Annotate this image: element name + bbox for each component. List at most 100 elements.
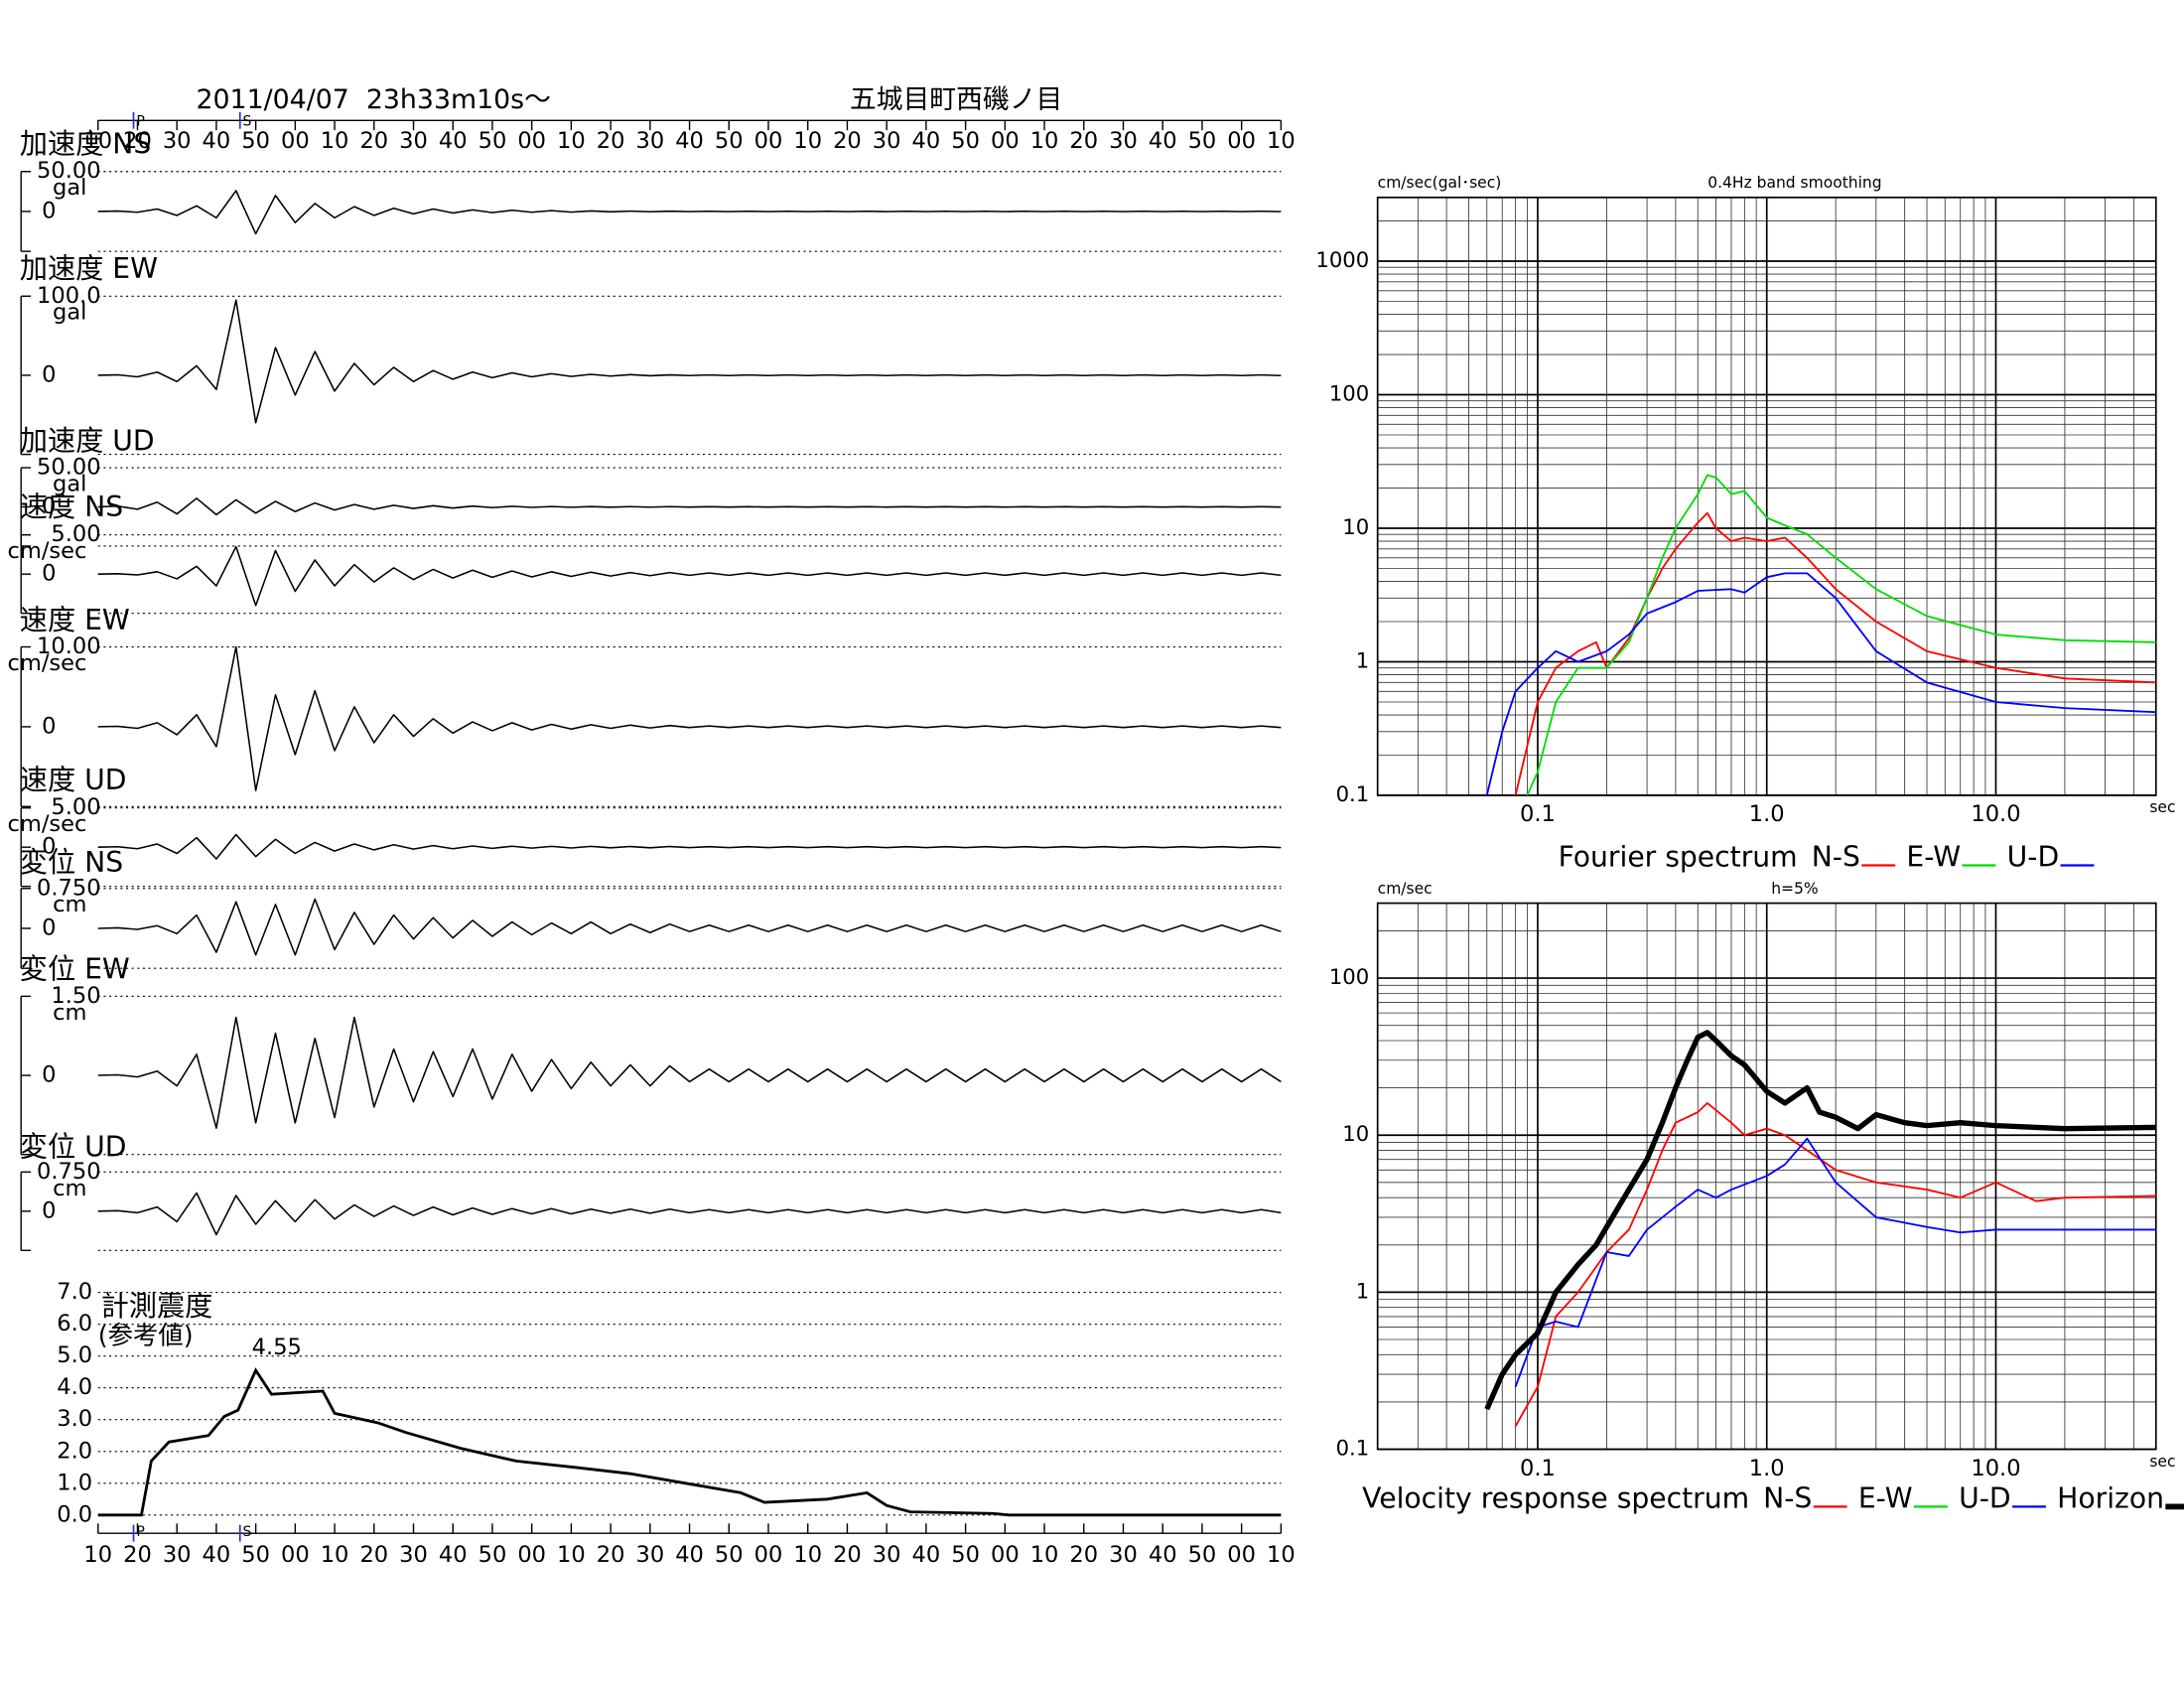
x-tick-label: 00 [281, 1542, 310, 1568]
y-tick-label: 4.0 [57, 1374, 92, 1400]
x-tick-label: 0.1 [1520, 1456, 1556, 1481]
phase-marker-label: S [243, 114, 252, 130]
chart-subtitle: h=5% [1771, 880, 1818, 898]
x-tick-label: 50 [715, 1542, 744, 1568]
spectrum-line [1526, 474, 2156, 796]
y-tick-label: 0 [42, 198, 56, 223]
x-tick-label: 00 [754, 1542, 783, 1568]
spectrum-line [1485, 572, 2156, 796]
y-tick-label: 2.0 [57, 1438, 92, 1464]
phase-marker-label: S [243, 1524, 252, 1540]
y-tick-label: 5.00 [51, 521, 100, 547]
x-tick-label: 20 [123, 1542, 152, 1568]
y-tick-label: 6.0 [57, 1311, 92, 1336]
x-tick-label: 30 [873, 128, 901, 154]
x-tick-label: 30 [635, 1542, 664, 1568]
y-tick-label: 100 [1329, 381, 1369, 406]
waveform [97, 898, 1282, 956]
x-tick-label: 30 [1109, 1542, 1138, 1568]
x-tick-label: 00 [991, 1542, 1020, 1568]
x-tick-label: 30 [399, 128, 428, 154]
y-tick-label: 0 [42, 834, 56, 860]
waveform [97, 645, 1282, 791]
x-tick-label: 30 [635, 128, 664, 154]
x-tick-label: 40 [675, 128, 704, 154]
x-tick-label: 20 [359, 1542, 388, 1568]
x-tick-label: 30 [873, 1542, 901, 1568]
x-tick-label: 10 [1267, 1542, 1296, 1568]
plot-frame [1376, 196, 2157, 796]
unit-label: gal [53, 175, 86, 201]
y-tick-label: 0 [42, 1197, 56, 1223]
x-tick-label: 10 [557, 128, 586, 154]
panel-label: 変位 UD [20, 1130, 127, 1163]
x-tick-label: 20 [597, 128, 625, 154]
x-tick-label: 50 [715, 128, 744, 154]
x-axis-label: sec [2149, 1453, 2175, 1471]
y-tick-label: 0 [42, 1062, 56, 1088]
legend-label: Horizon [2057, 1481, 2164, 1514]
x-tick-label: 40 [912, 1542, 941, 1568]
y-tick-label: 3.0 [57, 1406, 92, 1432]
y-tick-label: 7.0 [57, 1279, 92, 1305]
x-tick-label: 50 [241, 128, 270, 154]
legend-label: E-W [1858, 1481, 1913, 1514]
x-tick-label: 10 [1267, 128, 1296, 154]
spectrum-line [1484, 1030, 2156, 1411]
x-tick-label: 10 [793, 1542, 822, 1568]
x-tick-label: 00 [991, 128, 1020, 154]
y-tick-label: 100.0 [37, 283, 101, 309]
panel-label: 加速度 EW [20, 252, 158, 285]
x-tick-label: 30 [163, 128, 192, 154]
y-tick-label: 5.00 [51, 794, 100, 820]
waveform [97, 1016, 1282, 1129]
x-tick-label: 40 [1149, 1542, 1177, 1568]
y-tick-label: 0 [42, 713, 56, 739]
x-tick-label: 50 [951, 1542, 980, 1568]
x-tick-label: 30 [163, 1542, 192, 1568]
intensity-line [97, 1367, 1282, 1517]
panel-label: 速度 NS [20, 491, 123, 523]
x-tick-label: 00 [754, 128, 783, 154]
x-tick-label: 20 [833, 1542, 862, 1568]
x-tick-label: 40 [912, 128, 941, 154]
x-tick-label: 50 [1188, 1542, 1217, 1568]
legend-label: U-D [1959, 1481, 2011, 1514]
x-tick-label: 00 [517, 1542, 546, 1568]
station-name: 五城目町西磯ノ目 [850, 84, 1062, 115]
panel-subtitle: (参考値) [98, 1321, 194, 1350]
unit-label: cm [53, 892, 86, 917]
y-tick-label: 10 [1342, 1121, 1369, 1146]
x-tick-label: 40 [439, 1542, 468, 1568]
waveform [97, 1192, 1282, 1236]
y-tick-label: 50.00 [37, 455, 101, 481]
y-axis-label: cm/sec(gal･sec) [1378, 174, 1502, 192]
unit-label: cm/sec [7, 650, 86, 676]
x-tick-label: 40 [1149, 128, 1177, 154]
x-tick-label: 40 [675, 1542, 704, 1568]
x-tick-label: 40 [439, 128, 468, 154]
peak-label: 4.55 [252, 1335, 302, 1360]
x-tick-label: 20 [597, 1542, 625, 1568]
waveform [97, 833, 1282, 860]
phase-marker-label: P [136, 1524, 145, 1540]
panel-title: 計測震度 [101, 1290, 213, 1323]
panel-label: 変位 NS [20, 846, 123, 879]
x-tick-label: 10.0 [1971, 1456, 2020, 1481]
y-tick-label: 0.750 [37, 875, 101, 901]
panel-label: 加速度 UD [20, 425, 155, 458]
record-title: 2011/04/07 23h33m10s～ [196, 84, 550, 115]
chart-subtitle: 0.4Hz band smoothing [1707, 174, 1881, 192]
x-tick-label: 00 [1227, 1542, 1256, 1568]
x-tick-label: 10.0 [1971, 801, 2020, 827]
y-tick-label: 0.1 [1336, 781, 1370, 806]
y-tick-label: 1.0 [57, 1470, 92, 1495]
y-tick-label: 1 [1356, 1278, 1369, 1303]
x-tick-label: 20 [123, 128, 152, 154]
spectrum-line [1514, 1102, 2156, 1427]
x-tick-label: 0.1 [1520, 801, 1556, 827]
legend-title: Velocity response spectrum [1362, 1481, 1749, 1514]
y-tick-label: 0.1 [1336, 1436, 1370, 1461]
